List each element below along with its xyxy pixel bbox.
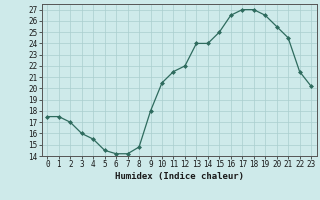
X-axis label: Humidex (Indice chaleur): Humidex (Indice chaleur) <box>115 172 244 181</box>
